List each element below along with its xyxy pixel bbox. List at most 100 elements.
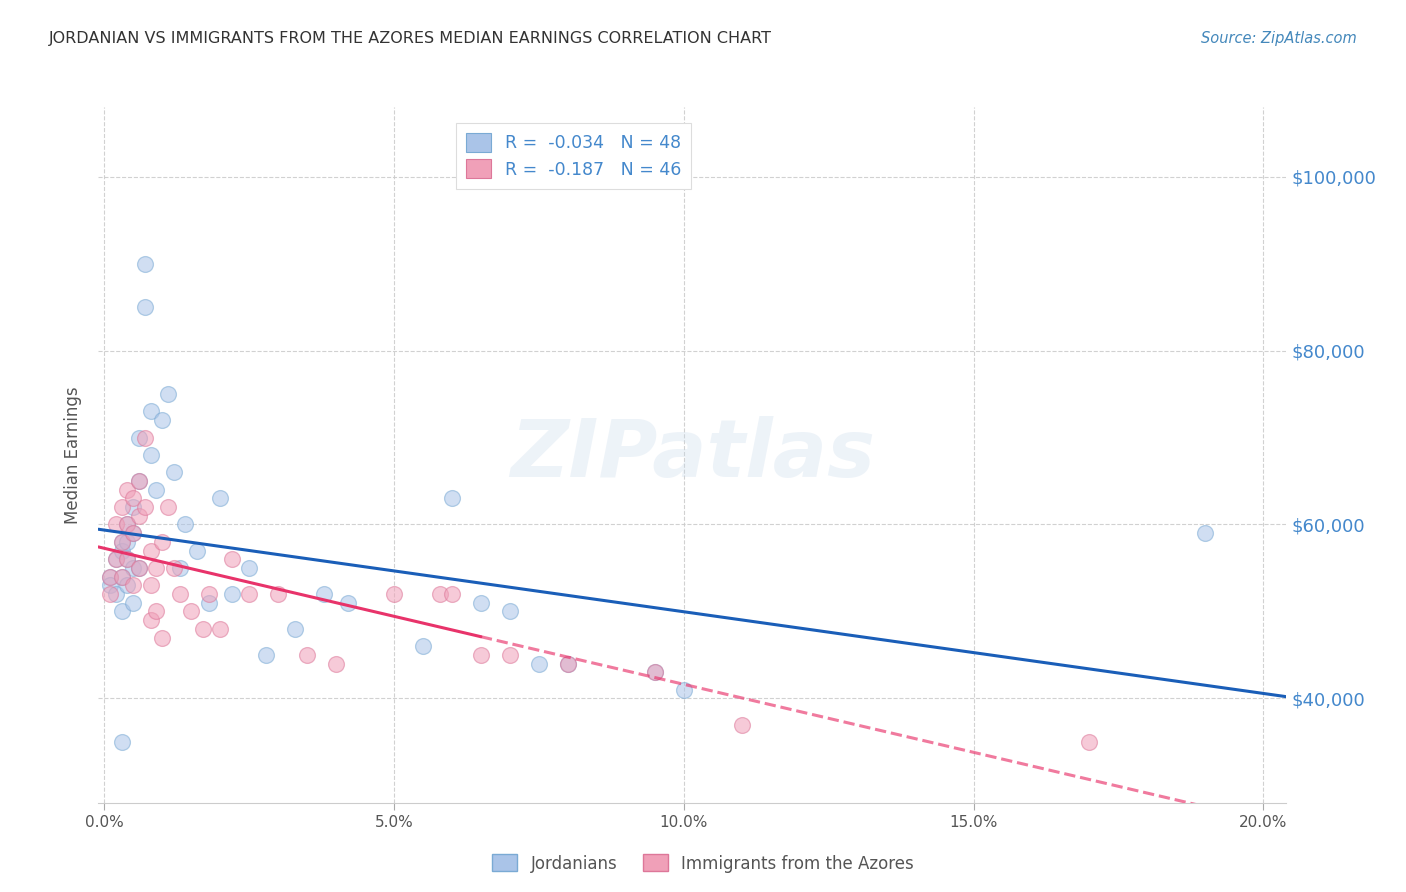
Point [197, 587, 219, 601]
Text: JORDANIAN VS IMMIGRANTS FROM THE AZORES MEDIAN EARNINGS CORRELATION CHART: JORDANIAN VS IMMIGRANTS FROM THE AZORES … [49, 31, 772, 46]
Point [221, 552, 243, 566]
Point [731, 717, 754, 731]
Point [336, 596, 359, 610]
Point [117, 483, 139, 497]
Point [382, 587, 405, 601]
Point [98, 570, 121, 584]
Point [267, 587, 290, 601]
Point [470, 596, 492, 610]
Point [110, 535, 132, 549]
Point [139, 543, 162, 558]
Point [169, 587, 191, 601]
Point [429, 587, 451, 601]
Point [174, 517, 197, 532]
Point [117, 552, 139, 566]
Point [110, 570, 132, 584]
Point [134, 300, 156, 314]
Point [1194, 526, 1216, 541]
Point [122, 526, 145, 541]
Point [110, 543, 132, 558]
Point [314, 587, 336, 601]
Text: ZIPatlas: ZIPatlas [510, 416, 875, 494]
Point [110, 735, 132, 749]
Point [98, 570, 121, 584]
Point [104, 552, 127, 566]
Point [527, 657, 550, 671]
Point [122, 526, 145, 541]
Point [128, 474, 150, 488]
Point [156, 500, 179, 515]
Point [139, 404, 162, 418]
Point [145, 483, 167, 497]
Point [197, 596, 219, 610]
Point [117, 535, 139, 549]
Legend: R =  -0.034   N = 48, R =  -0.187   N = 46: R = -0.034 N = 48, R = -0.187 N = 46 [456, 123, 692, 189]
Text: Source: ZipAtlas.com: Source: ZipAtlas.com [1201, 31, 1357, 46]
Point [209, 622, 232, 636]
Point [191, 622, 214, 636]
Point [110, 605, 132, 619]
Point [557, 657, 579, 671]
Point [117, 578, 139, 592]
Point [122, 596, 145, 610]
Point [150, 631, 173, 645]
Point [644, 665, 666, 680]
Point [104, 552, 127, 566]
Point [557, 657, 579, 671]
Point [284, 622, 307, 636]
Point [169, 561, 191, 575]
Point [150, 413, 173, 427]
Point [238, 561, 260, 575]
Point [412, 639, 434, 653]
Point [325, 657, 347, 671]
Point [122, 578, 145, 592]
Point [117, 552, 139, 566]
Point [139, 448, 162, 462]
Point [1078, 735, 1101, 749]
Point [110, 500, 132, 515]
Point [295, 648, 318, 662]
Point [238, 587, 260, 601]
Point [221, 587, 243, 601]
Point [98, 587, 121, 601]
Point [110, 535, 132, 549]
Point [499, 648, 522, 662]
Point [128, 508, 150, 523]
Point [128, 561, 150, 575]
Point [470, 648, 492, 662]
Point [150, 535, 173, 549]
Point [163, 466, 186, 480]
Point [110, 570, 132, 584]
Y-axis label: Median Earnings: Median Earnings [65, 386, 83, 524]
Point [128, 431, 150, 445]
Point [256, 648, 278, 662]
Point [145, 561, 167, 575]
Point [139, 578, 162, 592]
Point [440, 587, 463, 601]
Point [209, 491, 232, 506]
Point [180, 605, 202, 619]
Point [163, 561, 186, 575]
Point [145, 605, 167, 619]
Point [98, 578, 121, 592]
Point [672, 682, 695, 697]
Point [122, 500, 145, 515]
Point [128, 474, 150, 488]
Legend: Jordanians, Immigrants from the Azores: Jordanians, Immigrants from the Azores [485, 847, 921, 880]
Point [139, 613, 162, 627]
Point [128, 561, 150, 575]
Point [134, 431, 156, 445]
Point [117, 517, 139, 532]
Point [156, 387, 179, 401]
Point [644, 665, 666, 680]
Point [440, 491, 463, 506]
Point [122, 561, 145, 575]
Point [186, 543, 208, 558]
Point [117, 517, 139, 532]
Point [122, 491, 145, 506]
Point [134, 257, 156, 271]
Point [134, 500, 156, 515]
Point [499, 605, 522, 619]
Point [104, 587, 127, 601]
Point [104, 517, 127, 532]
